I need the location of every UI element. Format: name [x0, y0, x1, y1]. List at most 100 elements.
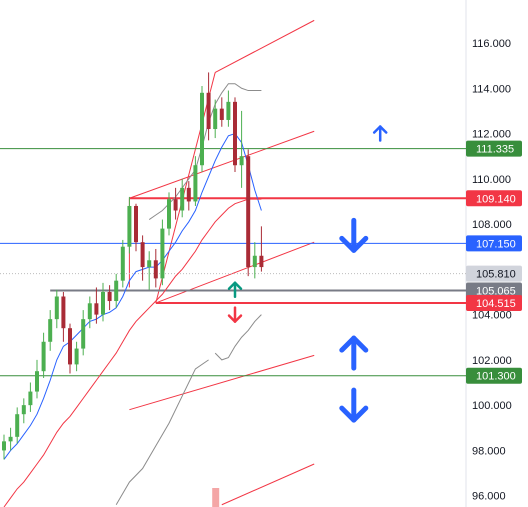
candle[interactable] — [206, 72, 211, 141]
candle-body — [259, 255, 264, 268]
price-tag-label: 105.065 — [476, 286, 516, 298]
candle-body — [48, 319, 53, 342]
trend-line[interactable] — [214, 19, 315, 73]
candle[interactable] — [160, 219, 165, 286]
y-tick-label: 112.000 — [472, 129, 511, 141]
price-tag-label: 104.515 — [476, 298, 516, 310]
candle-body — [239, 156, 244, 166]
annotation-arrows — [227, 125, 388, 423]
candle[interactable] — [28, 382, 33, 412]
price-tag-background — [466, 294, 522, 311]
price-tags: 111.335 109.140 107.150 105.810 105.065104.5… — [466, 140, 522, 384]
candle[interactable] — [120, 239, 125, 288]
candle[interactable] — [15, 407, 20, 444]
candle[interactable] — [68, 323, 72, 374]
trend-line[interactable] — [129, 354, 315, 411]
arrow-up-icon[interactable] — [227, 281, 243, 298]
trend-line[interactable] — [155, 241, 315, 304]
candle[interactable] — [219, 97, 224, 127]
price-tag-label: 107.150 — [476, 238, 516, 250]
candle[interactable] — [180, 178, 185, 218]
candle[interactable] — [233, 97, 237, 173]
candle[interactable] — [54, 289, 59, 329]
candle-body — [120, 246, 125, 281]
candle[interactable] — [101, 282, 105, 322]
candle-body — [61, 296, 66, 329]
candle-body — [21, 405, 26, 415]
arrow-up-icon[interactable] — [372, 125, 388, 142]
price-tag[interactable]: 111.335 — [466, 140, 522, 157]
arrow-head — [339, 235, 369, 253]
candle-body — [114, 280, 119, 302]
candle[interactable] — [259, 226, 264, 272]
moving-average-line — [3, 198, 262, 507]
candle-body — [147, 260, 152, 268]
candle[interactable] — [81, 310, 86, 356]
price-tag[interactable]: 101.300 — [466, 367, 522, 384]
candle[interactable] — [147, 251, 152, 290]
y-tick-label: 116.000 — [472, 38, 511, 50]
candle[interactable] — [41, 332, 46, 378]
arrow-down-icon[interactable] — [339, 217, 369, 253]
moving-average-line — [3, 132, 262, 460]
candle-body — [127, 205, 132, 247]
candle[interactable] — [21, 398, 26, 424]
y-tick-label: 102.000 — [472, 355, 512, 367]
candle[interactable] — [173, 187, 178, 220]
bollinger-lower-line — [115, 359, 209, 505]
arrow-down-icon[interactable] — [339, 387, 369, 423]
price-tag[interactable]: 104.515 — [466, 294, 522, 311]
candle[interactable] — [74, 341, 79, 372]
price-tag[interactable]: 105.065 — [466, 282, 522, 299]
arrow-head — [227, 281, 243, 290]
candle-body — [54, 296, 59, 320]
candle[interactable] — [35, 359, 39, 399]
candle[interactable] — [48, 310, 53, 351]
price-tag[interactable]: 105.810 — [466, 265, 522, 282]
candle[interactable] — [167, 192, 171, 236]
trend-line[interactable] — [129, 130, 315, 199]
y-tick-label: 104.000 — [472, 310, 512, 322]
trend-line[interactable] — [155, 72, 216, 304]
candle-body — [94, 303, 99, 315]
candle[interactable] — [246, 149, 251, 277]
candle-body — [186, 187, 191, 202]
moving-averages — [3, 132, 262, 507]
candle[interactable] — [252, 242, 257, 279]
y-tick-label: 110.000 — [472, 174, 511, 186]
candle-body — [233, 101, 237, 166]
candle[interactable] — [186, 181, 191, 211]
arrow-head — [339, 405, 369, 423]
candle[interactable] — [127, 196, 132, 254]
candle[interactable] — [213, 99, 218, 139]
candle-body — [206, 92, 211, 130]
price-tag[interactable]: 107.150 — [466, 235, 522, 252]
y-tick-label: 114.000 — [472, 83, 511, 95]
trend-line[interactable] — [221, 463, 315, 506]
price-tag[interactable]: 109.140 — [466, 190, 522, 207]
candle[interactable] — [200, 86, 204, 173]
candle[interactable] — [239, 110, 244, 188]
arrow-up-icon[interactable] — [339, 335, 369, 371]
candle-body — [200, 92, 204, 166]
candle[interactable] — [193, 156, 198, 206]
price-tag-background — [466, 235, 522, 252]
candle[interactable] — [61, 291, 66, 342]
candle[interactable] — [140, 235, 145, 281]
candle[interactable] — [107, 285, 112, 311]
candle[interactable] — [94, 287, 99, 324]
candle[interactable] — [2, 434, 6, 460]
arrow-down-icon[interactable] — [227, 306, 243, 323]
candle[interactable] — [134, 203, 138, 252]
candle[interactable] — [87, 296, 92, 329]
arrow-head — [227, 314, 243, 323]
candle[interactable] — [153, 248, 158, 288]
candle[interactable] — [226, 90, 231, 127]
candle[interactable] — [8, 427, 13, 451]
candles — [2, 72, 264, 460]
candle-body — [160, 228, 165, 279]
candle[interactable] — [114, 273, 119, 308]
candle-body — [167, 199, 171, 229]
arrow-head — [372, 125, 388, 134]
